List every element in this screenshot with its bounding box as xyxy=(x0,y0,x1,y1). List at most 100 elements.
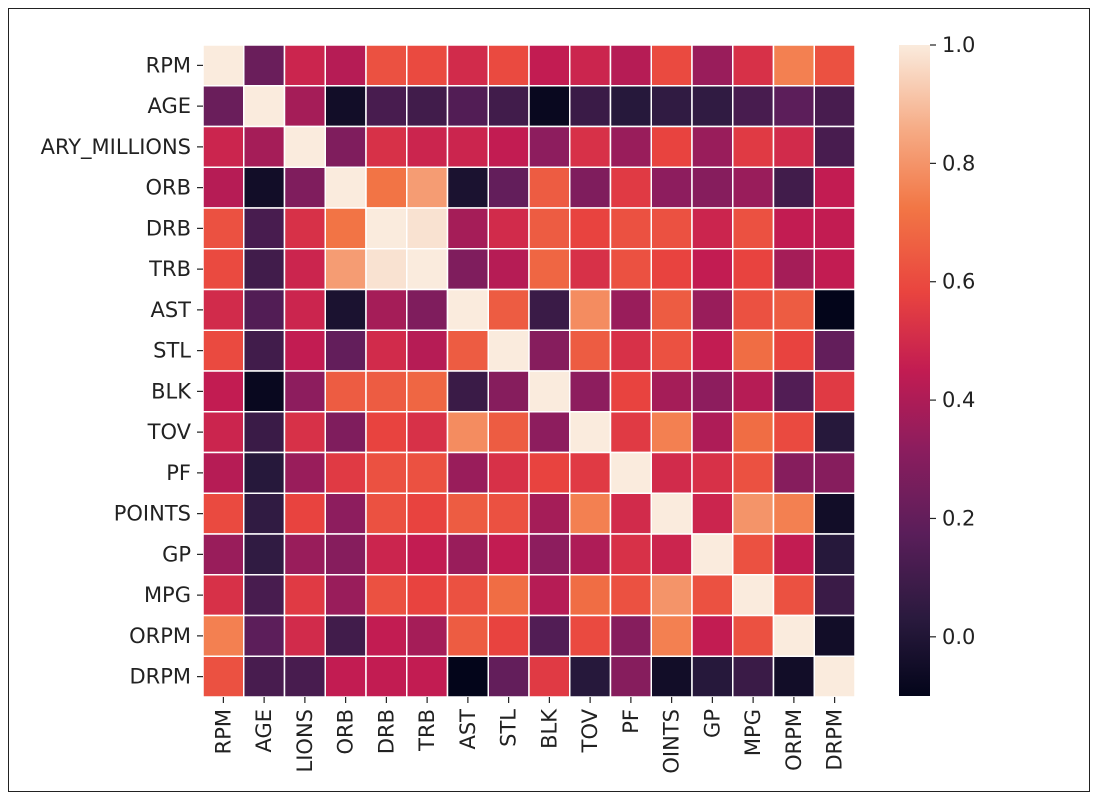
heatmap-cell xyxy=(772,492,815,535)
heatmap-cell xyxy=(324,451,367,494)
heatmap-cell xyxy=(202,85,245,128)
heatmap-cell xyxy=(691,329,734,372)
heatmap-cell xyxy=(324,492,367,535)
heatmap-cell xyxy=(813,125,856,168)
row-label: STL xyxy=(153,339,191,363)
heatmap-cell xyxy=(406,248,449,291)
heatmap-cell xyxy=(283,288,326,331)
heatmap-cell xyxy=(569,44,612,87)
heatmap-cell xyxy=(487,248,530,291)
heatmap-cell xyxy=(569,166,612,209)
heatmap-cell xyxy=(283,614,326,657)
heatmap-cell xyxy=(243,655,286,698)
heatmap-cell xyxy=(732,248,775,291)
heatmap-cell xyxy=(609,614,652,657)
heatmap-cell xyxy=(528,533,571,576)
heatmap-cell xyxy=(528,492,571,535)
heatmap-cell xyxy=(283,166,326,209)
heatmap-cell xyxy=(324,329,367,372)
heatmap-cell xyxy=(365,125,408,168)
heatmap-cell xyxy=(365,492,408,535)
heatmap-cell xyxy=(446,248,489,291)
heatmap-cells xyxy=(202,44,856,698)
heatmap-cell xyxy=(406,411,449,454)
heatmap-cell xyxy=(772,44,815,87)
heatmap-cell xyxy=(487,329,530,372)
heatmap-cell xyxy=(732,533,775,576)
colorbar-tick-label: 0.8 xyxy=(942,151,975,175)
heatmap-cell xyxy=(813,614,856,657)
heatmap-cell xyxy=(487,85,530,128)
heatmap-cell xyxy=(609,451,652,494)
heatmap-cell xyxy=(243,614,286,657)
heatmap-cell xyxy=(406,207,449,250)
column-label: AGE xyxy=(252,709,276,753)
heatmap-cell xyxy=(732,411,775,454)
heatmap-cell xyxy=(365,614,408,657)
heatmap-cell xyxy=(406,85,449,128)
heatmap-cell xyxy=(202,492,245,535)
heatmap-cell xyxy=(772,125,815,168)
row-labels: RPM AGE ARY_MILLIONS ORB DRB TRB AST STL BLK TOV P… xyxy=(41,53,203,689)
heatmap-cell xyxy=(406,44,449,87)
heatmap-cell xyxy=(691,125,734,168)
heatmap-cell xyxy=(609,533,652,576)
row-label: AST xyxy=(150,298,191,322)
heatmap-cell xyxy=(202,370,245,413)
colorbar-tick-label: 0.0 xyxy=(942,625,975,649)
heatmap-cell xyxy=(446,125,489,168)
heatmap-cell xyxy=(202,533,245,576)
heatmap-cell xyxy=(650,44,693,87)
heatmap-cell xyxy=(609,655,652,698)
heatmap-cell xyxy=(365,166,408,209)
heatmap-cell xyxy=(772,451,815,494)
heatmap-cell xyxy=(732,451,775,494)
heatmap-cell xyxy=(732,614,775,657)
heatmap-cell xyxy=(528,85,571,128)
heatmap-cell xyxy=(243,370,286,413)
heatmap-cell xyxy=(283,533,326,576)
heatmap-cell xyxy=(283,574,326,617)
heatmap-cell xyxy=(243,166,286,209)
heatmap-cell xyxy=(487,451,530,494)
colorbar-tick-label: 0.2 xyxy=(942,506,975,530)
heatmap-cell xyxy=(406,574,449,617)
heatmap-cell xyxy=(813,329,856,372)
heatmap-cell xyxy=(732,44,775,87)
heatmap-cell xyxy=(283,248,326,291)
colorbar-ticks: 1.0 0.8 0.6 0.4 0.2 0.0 xyxy=(930,33,975,649)
column-label: ORPM xyxy=(782,709,806,771)
heatmap-cell xyxy=(732,85,775,128)
heatmap-cell xyxy=(650,288,693,331)
colorbar-tick-label: 0.6 xyxy=(942,270,975,294)
heatmap-cell xyxy=(772,207,815,250)
heatmap-cell xyxy=(365,451,408,494)
heatmap-cell xyxy=(283,44,326,87)
heatmap-cell xyxy=(446,85,489,128)
heatmap-cell xyxy=(528,125,571,168)
heatmap-cell xyxy=(202,411,245,454)
heatmap-cell xyxy=(243,125,286,168)
colorbar-gradient xyxy=(899,45,930,696)
heatmap-cell xyxy=(609,370,652,413)
heatmap-cell xyxy=(324,85,367,128)
heatmap-cell xyxy=(772,288,815,331)
column-label: BLK xyxy=(537,708,561,749)
heatmap-cell xyxy=(528,451,571,494)
heatmap-cell xyxy=(569,533,612,576)
heatmap-cell xyxy=(569,329,612,372)
row-label: GP xyxy=(162,542,191,566)
heatmap-cell xyxy=(324,166,367,209)
heatmap-cell xyxy=(772,411,815,454)
column-label: TOV xyxy=(578,708,602,753)
column-label: DRPM xyxy=(823,709,847,771)
heatmap-cell xyxy=(243,411,286,454)
heatmap-cell xyxy=(324,655,367,698)
row-label: RPM xyxy=(146,53,191,77)
heatmap-cell xyxy=(772,655,815,698)
heatmap-cell xyxy=(772,614,815,657)
heatmap-cell xyxy=(691,370,734,413)
heatmap-cell xyxy=(772,533,815,576)
row-label: PF xyxy=(166,461,191,485)
heatmap-cell xyxy=(732,492,775,535)
